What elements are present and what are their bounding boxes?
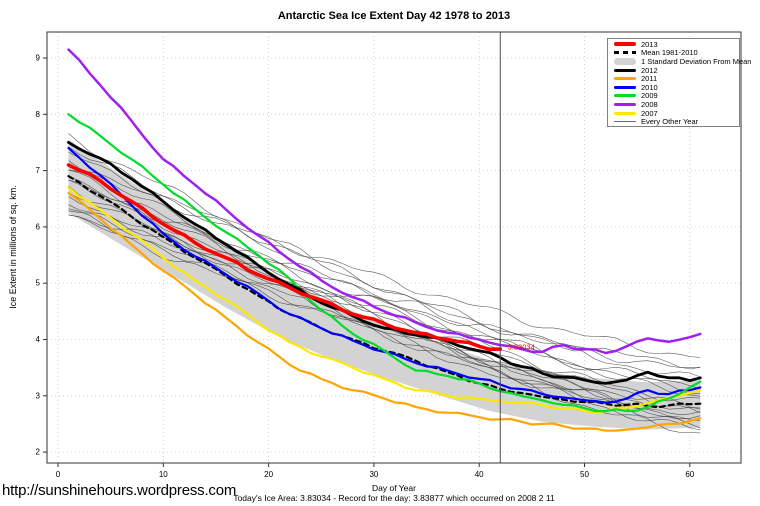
current-value-label: 3.83034 — [508, 342, 535, 351]
y-tick-label: 5 — [36, 279, 41, 288]
legend-swatch — [614, 86, 636, 89]
watermark-url: http://sunshinehours.wordpress.com — [2, 482, 236, 499]
plot-inner — [69, 50, 701, 433]
x-tick-label: 60 — [685, 470, 694, 479]
legend-item-mean-1981-2010: Mean 1981-2010 — [608, 49, 739, 58]
legend-item-every-other-year: Every Other Year — [608, 117, 739, 126]
x-tick-label: 20 — [264, 470, 273, 479]
legend-item-1-standard-deviation-from-mean: 1 Standard Deviation From Mean — [608, 57, 739, 66]
legend-swatch — [614, 51, 636, 54]
figure: 3.83034 0 10 20 30 40 50 60 2 3 4 5 6 7 8 9 Antarctic S… — [0, 0, 760, 506]
legend-swatch — [614, 58, 636, 65]
legend-label: Every Other Year — [641, 117, 698, 126]
legend-item-2010: 2010 — [608, 83, 739, 92]
y-tick-label: 6 — [36, 222, 41, 231]
x-tick-label: 0 — [56, 470, 61, 479]
legend-item-2009: 2009 — [608, 92, 739, 101]
y-tick-label: 2 — [36, 448, 41, 457]
x-tick-label: 30 — [369, 470, 378, 479]
y-axis-label: Ice Extent in millions of sq. km. — [8, 185, 18, 309]
chart-title: Antarctic Sea Ice Extent Day 42 1978 to … — [47, 10, 741, 22]
legend-swatch — [614, 94, 636, 97]
legend-swatch — [614, 121, 636, 122]
legend: 2013Mean 1981-20101 Standard Deviation F… — [607, 38, 740, 127]
x-tick-label: 40 — [475, 470, 484, 479]
y-tick-label: 8 — [36, 110, 41, 119]
legend-swatch — [614, 77, 636, 80]
legend-item-2011: 2011 — [608, 74, 739, 83]
y-tick-label: 4 — [36, 335, 41, 344]
y-tick-label: 3 — [36, 391, 41, 400]
legend-item-2013: 2013 — [608, 40, 739, 49]
legend-swatch — [614, 103, 636, 106]
legend-swatch — [614, 42, 636, 46]
x-tick-label: 50 — [580, 470, 589, 479]
y-tick-label: 7 — [36, 166, 41, 175]
legend-item-2012: 2012 — [608, 66, 739, 75]
legend-swatch — [614, 112, 636, 115]
legend-item-2007: 2007 — [608, 109, 739, 118]
y-tick-label: 9 — [36, 54, 41, 63]
legend-item-2008: 2008 — [608, 100, 739, 109]
x-tick-label: 10 — [159, 470, 168, 479]
legend-swatch — [614, 69, 636, 72]
